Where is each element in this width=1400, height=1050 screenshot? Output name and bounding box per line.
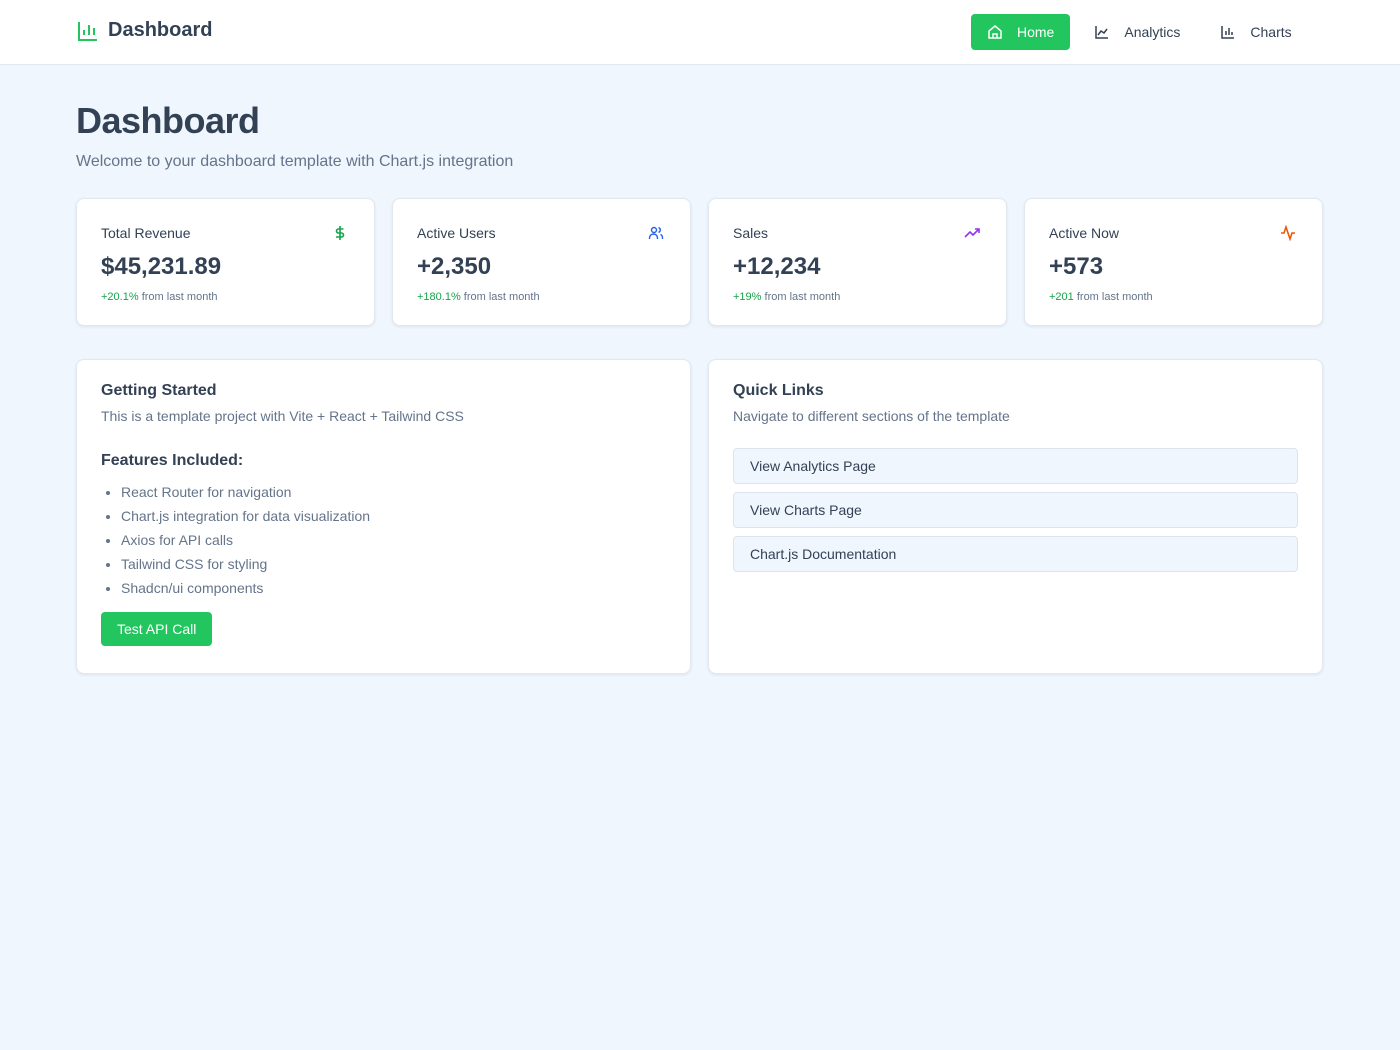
- quick-links-card: Quick Links Navigate to different sectio…: [708, 359, 1323, 674]
- nav: Home Analytics Charts: [971, 14, 1308, 50]
- nav-label: Analytics: [1124, 24, 1181, 40]
- stat-card: Active Now +573 +201 from last month: [1024, 198, 1323, 326]
- stat-value: +12,234: [733, 253, 821, 280]
- stat-change: +201 from last month: [1049, 291, 1298, 303]
- logo-icon: [78, 21, 97, 41]
- feature-item: Tailwind CSS for styling: [121, 552, 666, 576]
- brand-text: Dashboard: [108, 19, 213, 41]
- change: +180.1%: [417, 291, 461, 303]
- charts-icon: [1221, 26, 1235, 39]
- change: +20.1%: [101, 291, 139, 303]
- feature-item: React Router for navigation: [121, 480, 666, 504]
- stat-card: Total Revenue $45,231.89 +20.1% from las…: [76, 198, 375, 326]
- suffix: from last month: [1076, 291, 1153, 303]
- feature-item: Chart.js integration for data visualizat…: [121, 504, 666, 528]
- change: +19%: [733, 291, 762, 303]
- activity-icon: [1281, 225, 1295, 241]
- analytics-icon: [1095, 26, 1109, 39]
- header: Dashboard Home Analytics Charts: [0, 0, 1400, 65]
- feature-item: Axios for API calls: [121, 528, 666, 552]
- links: View Analytics Page View Charts Page Chart…: [733, 448, 1298, 572]
- card-title: Getting Started: [101, 382, 217, 399]
- stat-value: +2,350: [417, 253, 492, 280]
- suffix: from last month: [764, 291, 841, 303]
- stat-value: $45,231.89: [101, 253, 222, 280]
- home-icon: [988, 25, 1002, 39]
- dollar-icon: [335, 226, 345, 240]
- card-title: Quick Links: [733, 382, 824, 399]
- brand[interactable]: Dashboard: [77, 19, 212, 42]
- nav-charts[interactable]: Charts: [1204, 14, 1307, 50]
- content-row: Getting Started This is a template proje…: [76, 359, 1324, 674]
- main: Dashboard Welcome to your dashboard temp…: [0, 101, 1400, 674]
- trend-icon: [964, 228, 980, 238]
- change: +201: [1049, 291, 1074, 303]
- features-list: React Router for navigationChart.js inte…: [101, 480, 666, 600]
- stat-change: +20.1% from last month: [101, 291, 350, 303]
- stat-card: Sales +12,234 +19% from last month: [708, 198, 1007, 326]
- stat-card: Active Users +2,350 +180.1% from last mo…: [392, 198, 691, 326]
- users-icon: [648, 226, 664, 239]
- page-title: Dashboard: [76, 100, 260, 141]
- suffix: from last month: [463, 291, 540, 303]
- suffix: from last month: [141, 291, 218, 303]
- stat-change: +180.1% from last month: [417, 291, 666, 303]
- getting-started-card: Getting Started This is a template proje…: [76, 359, 691, 674]
- nav-analytics[interactable]: Analytics: [1078, 14, 1196, 50]
- stat-label: Total Revenue: [101, 225, 191, 241]
- card-description: This is a template project with Vite + R…: [101, 408, 464, 424]
- quick-link[interactable]: View Charts Page: [733, 492, 1298, 528]
- feature-item: Shadcn/ui components: [121, 576, 666, 600]
- stat-value: +573: [1049, 253, 1104, 280]
- stat-label: Sales: [733, 225, 769, 241]
- stats: Total Revenue $45,231.89 +20.1% from las…: [76, 198, 1324, 326]
- features-title: Features Included:: [101, 452, 244, 469]
- nav-home[interactable]: Home: [971, 14, 1071, 50]
- page-subtitle: Welcome to your dashboard template with …: [76, 153, 514, 170]
- quick-link[interactable]: Chart.js Documentation: [733, 536, 1298, 572]
- card-description: Navigate to different sections of the te…: [733, 408, 1010, 424]
- nav-label: Charts: [1250, 24, 1292, 40]
- nav-label: Home: [1017, 24, 1055, 40]
- stat-label: Active Now: [1049, 225, 1120, 241]
- quick-link[interactable]: View Analytics Page: [733, 448, 1298, 484]
- test-api-button[interactable]: Test API Call: [101, 612, 213, 646]
- stat-change: +19% from last month: [733, 291, 982, 303]
- stat-label: Active Users: [417, 225, 496, 241]
